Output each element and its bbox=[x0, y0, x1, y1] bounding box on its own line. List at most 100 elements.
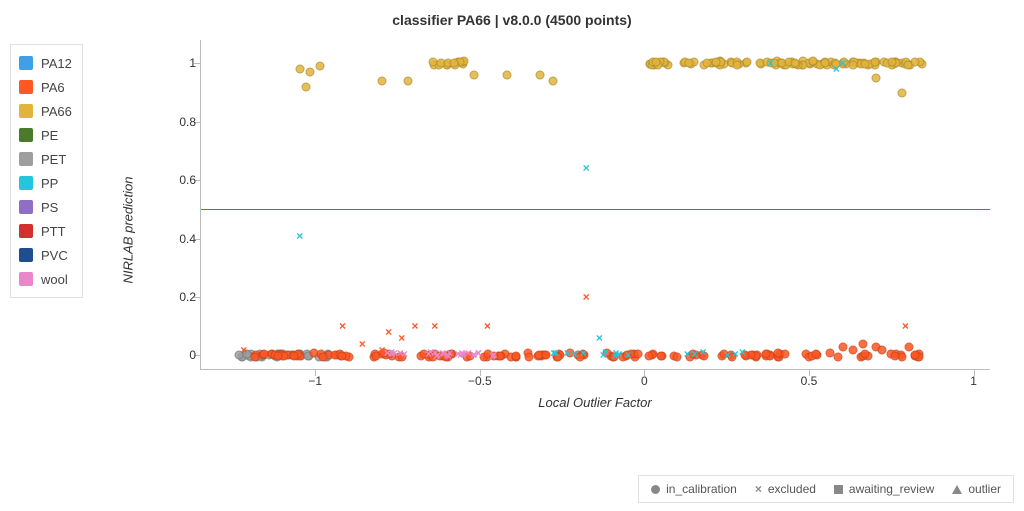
legend-item-pet[interactable]: PET bbox=[19, 147, 72, 171]
legend-item-pvc[interactable]: PVC bbox=[19, 243, 72, 267]
data-point[interactable] bbox=[273, 351, 282, 360]
data-point[interactable] bbox=[858, 339, 867, 348]
data-point[interactable] bbox=[848, 345, 857, 354]
data-point[interactable]: × bbox=[690, 349, 700, 359]
legend-label: PTT bbox=[41, 224, 66, 239]
data-point[interactable] bbox=[820, 58, 829, 67]
data-point[interactable] bbox=[512, 351, 521, 360]
legend-item-pp[interactable]: PP bbox=[19, 171, 72, 195]
data-point[interactable] bbox=[904, 342, 913, 351]
data-point[interactable] bbox=[290, 352, 299, 361]
data-point[interactable] bbox=[378, 76, 387, 85]
data-point[interactable] bbox=[888, 57, 897, 66]
data-point[interactable]: × bbox=[410, 321, 420, 331]
data-point[interactable] bbox=[524, 352, 533, 361]
data-point[interactable]: × bbox=[623, 350, 633, 360]
data-point[interactable]: × bbox=[765, 58, 775, 68]
data-point[interactable] bbox=[305, 68, 314, 77]
data-point[interactable] bbox=[790, 59, 799, 68]
data-point[interactable]: × bbox=[614, 349, 624, 359]
data-point[interactable]: × bbox=[384, 327, 394, 337]
marker-legend-item-outlier[interactable]: outlier bbox=[952, 482, 1001, 496]
data-point[interactable] bbox=[761, 350, 770, 359]
data-point[interactable] bbox=[811, 349, 820, 358]
data-point[interactable]: × bbox=[453, 349, 463, 359]
data-point[interactable] bbox=[404, 76, 413, 85]
data-point[interactable]: × bbox=[488, 351, 498, 361]
legend-item-pa6[interactable]: PA6 bbox=[19, 75, 72, 99]
data-point[interactable]: × bbox=[601, 347, 611, 357]
data-point[interactable]: × bbox=[581, 163, 591, 173]
data-point[interactable] bbox=[315, 62, 324, 71]
data-point[interactable] bbox=[903, 60, 912, 69]
data-point[interactable]: × bbox=[295, 231, 305, 241]
data-point[interactable]: × bbox=[737, 347, 747, 357]
data-point[interactable] bbox=[809, 57, 818, 66]
data-point[interactable] bbox=[825, 349, 834, 358]
data-point[interactable] bbox=[633, 349, 642, 358]
data-point[interactable] bbox=[898, 88, 907, 97]
data-point[interactable] bbox=[871, 73, 880, 82]
data-point[interactable] bbox=[652, 57, 661, 66]
data-point[interactable] bbox=[503, 71, 512, 80]
data-point[interactable]: × bbox=[395, 348, 405, 358]
marker-legend-item-excluded[interactable]: ×excluded bbox=[755, 482, 816, 496]
data-point[interactable] bbox=[860, 350, 869, 359]
legend-swatch bbox=[19, 80, 33, 94]
data-point[interactable] bbox=[259, 350, 268, 359]
data-point[interactable]: × bbox=[338, 321, 348, 331]
data-point[interactable]: × bbox=[426, 347, 436, 357]
data-point[interactable] bbox=[743, 58, 752, 67]
data-point[interactable]: × bbox=[387, 347, 397, 357]
legend-swatch bbox=[19, 128, 33, 142]
cross-icon: × bbox=[755, 482, 762, 496]
legend-item-ptt[interactable]: PTT bbox=[19, 219, 72, 243]
data-point[interactable] bbox=[337, 352, 346, 361]
data-point[interactable]: × bbox=[549, 348, 559, 358]
data-point[interactable]: × bbox=[838, 58, 848, 68]
data-point[interactable]: × bbox=[357, 339, 367, 349]
data-point[interactable] bbox=[871, 58, 880, 67]
data-point[interactable] bbox=[911, 351, 920, 360]
data-point[interactable] bbox=[834, 353, 843, 362]
legend-item-ps[interactable]: PS bbox=[19, 195, 72, 219]
data-point[interactable]: × bbox=[594, 333, 604, 343]
data-point[interactable]: × bbox=[473, 348, 483, 358]
data-point[interactable] bbox=[319, 353, 328, 362]
data-point[interactable] bbox=[838, 342, 847, 351]
data-point[interactable] bbox=[860, 60, 869, 69]
data-point[interactable]: × bbox=[397, 333, 407, 343]
data-point[interactable] bbox=[470, 71, 479, 80]
data-point[interactable] bbox=[536, 71, 545, 80]
data-point[interactable]: × bbox=[900, 321, 910, 331]
data-point[interactable] bbox=[657, 352, 666, 361]
marker-legend-item-in_calibration[interactable]: in_calibration bbox=[651, 482, 737, 496]
data-point[interactable]: × bbox=[377, 345, 387, 355]
data-point[interactable] bbox=[849, 60, 858, 69]
legend-item-pa66[interactable]: PA66 bbox=[19, 99, 72, 123]
data-point[interactable]: × bbox=[562, 348, 572, 358]
legend-item-pa12[interactable]: PA12 bbox=[19, 51, 72, 75]
legend-item-pe[interactable]: PE bbox=[19, 123, 72, 147]
data-point[interactable] bbox=[295, 65, 304, 74]
data-point[interactable]: × bbox=[698, 347, 708, 357]
data-point[interactable] bbox=[685, 58, 694, 67]
marker-legend-item-awaiting_review[interactable]: awaiting_review bbox=[834, 482, 934, 496]
data-point[interactable] bbox=[733, 60, 742, 69]
data-point[interactable] bbox=[773, 349, 782, 358]
data-point[interactable]: × bbox=[578, 348, 588, 358]
data-point[interactable] bbox=[549, 76, 558, 85]
data-point[interactable]: × bbox=[482, 321, 492, 331]
legend-item-wool[interactable]: wool bbox=[19, 267, 72, 291]
data-point[interactable]: × bbox=[581, 292, 591, 302]
data-point[interactable] bbox=[302, 82, 311, 91]
data-point[interactable] bbox=[891, 351, 900, 360]
data-point[interactable] bbox=[645, 351, 654, 360]
data-point[interactable] bbox=[878, 345, 887, 354]
data-point[interactable] bbox=[711, 58, 720, 67]
data-point[interactable]: × bbox=[430, 321, 440, 331]
data-point[interactable] bbox=[450, 59, 459, 68]
data-point[interactable]: × bbox=[439, 349, 449, 359]
data-point[interactable] bbox=[672, 352, 681, 361]
data-point[interactable]: × bbox=[239, 345, 249, 355]
